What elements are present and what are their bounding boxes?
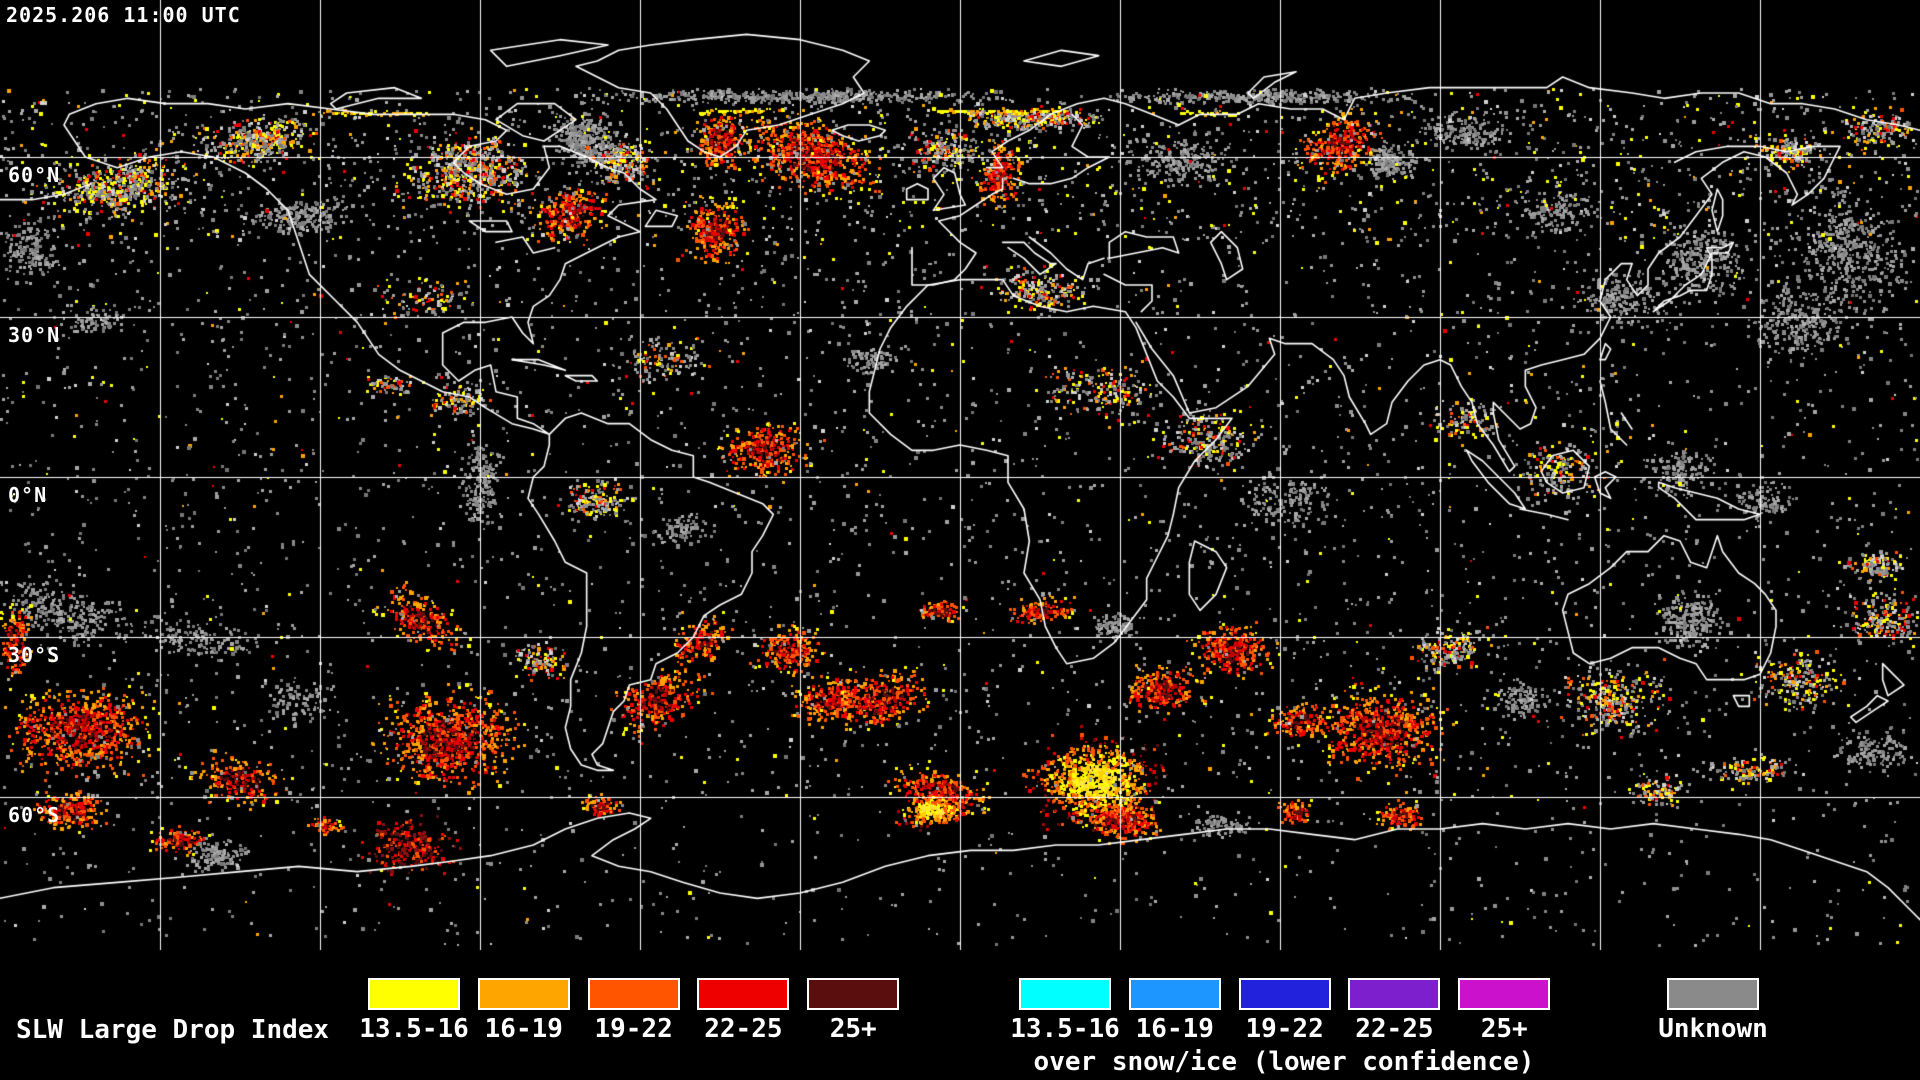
timestamp: 2025.206 11:00 UTC [6, 3, 241, 27]
latitude-label: 30°S [8, 643, 61, 667]
latitude-label: 60°N [8, 163, 61, 187]
latitude-label: 30°N [8, 323, 61, 347]
latitude-label: 60°S [8, 803, 61, 827]
latitude-label: 0°N [8, 483, 48, 507]
